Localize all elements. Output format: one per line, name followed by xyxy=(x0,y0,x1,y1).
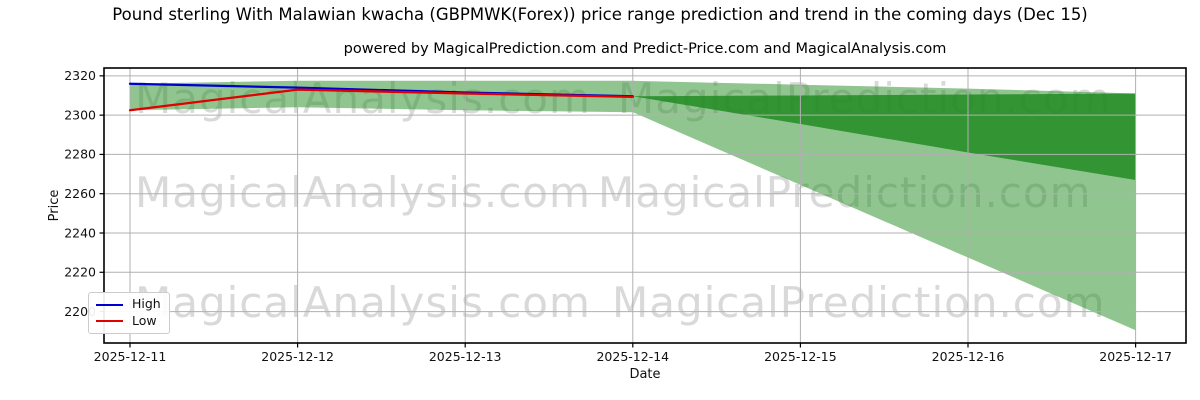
y-axis-label: Price xyxy=(47,190,62,222)
watermark-text: MagicalAnalysis.com xyxy=(135,278,591,327)
x-tick-label: 2025-12-11 xyxy=(94,349,167,364)
x-axis-label: Date xyxy=(629,367,660,382)
y-tick-label: 2320 xyxy=(64,68,96,83)
legend: High Low xyxy=(88,292,170,334)
chart-subtitle: powered by MagicalPrediction.com and Pre… xyxy=(343,41,947,57)
chart-title: Pound sterling With Malawian kwacha (GBP… xyxy=(112,5,1088,24)
y-tick-label: 2240 xyxy=(64,225,96,240)
low-line-swatch xyxy=(96,320,123,323)
plot-border xyxy=(103,67,1187,344)
y-tick-label: 2260 xyxy=(64,186,96,201)
high-line-swatch xyxy=(96,303,123,306)
x-tick-label: 2025-12-12 xyxy=(261,349,334,364)
x-tick-label: 2025-12-17 xyxy=(1099,349,1172,364)
legend-item-high: High xyxy=(89,298,169,311)
y-tick-label: 2280 xyxy=(64,147,96,162)
watermark-text: MagicalAnalysis.com xyxy=(135,168,591,217)
band-outer-range xyxy=(130,80,1136,331)
legend-label: High xyxy=(132,296,161,312)
legend-item-low: Low xyxy=(89,315,169,328)
x-tick-label: 2025-12-16 xyxy=(932,349,1005,364)
watermark-text: MagicalPrediction.com xyxy=(612,278,1106,327)
x-tick-label: 2025-12-13 xyxy=(429,349,502,364)
y-tick-label: 2220 xyxy=(64,265,96,280)
x-tick-label: 2025-12-14 xyxy=(596,349,669,364)
x-tick-label: 2025-12-15 xyxy=(764,349,837,364)
legend-label: Low xyxy=(132,313,157,329)
low-line xyxy=(128,88,634,112)
y-tick-label: 2300 xyxy=(64,107,96,122)
